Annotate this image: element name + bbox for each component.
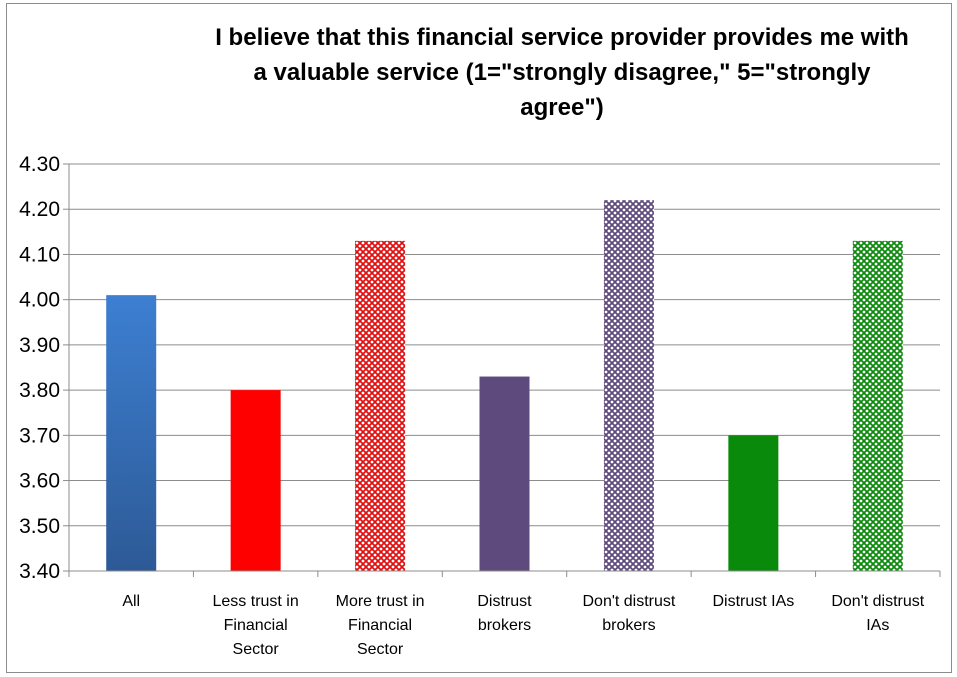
x-tick-label-line: Distrust IAs (712, 593, 794, 610)
x-tick-label-line: Financial (348, 617, 412, 634)
x-tick-label-line: brokers (478, 617, 531, 634)
bar (479, 376, 530, 571)
bar (230, 390, 281, 571)
x-tick-label-line: Sector (357, 641, 404, 658)
bar (355, 240, 406, 571)
x-tick-label-line: All (122, 593, 140, 610)
y-tick-label: 3.40 (19, 560, 60, 583)
x-tick-label: More trust in Financial Sector (336, 593, 425, 658)
x-tick-label-line: Distrust (477, 593, 532, 610)
x-tick-label-line: More trust in (336, 593, 425, 610)
bar (852, 240, 903, 571)
x-tick-label: All (122, 593, 140, 610)
x-tick-label: Less trust in Financial Sector (213, 593, 299, 658)
x-tick-label-line: Don't distrust (582, 593, 675, 610)
y-tick-label: 4.20 (19, 198, 60, 221)
x-tick-label: Distrust brokers (477, 593, 532, 634)
x-tick-label-line: IAs (866, 617, 889, 634)
y-tick-label: 3.60 (19, 470, 60, 493)
bars (106, 200, 903, 571)
y-tick-label: 4.10 (19, 243, 60, 266)
y-tick-label: 3.70 (19, 424, 60, 447)
y-tick-label: 3.90 (19, 334, 60, 357)
x-tick-label: Distrust IAs (712, 593, 794, 610)
x-tick-label-line: brokers (602, 617, 655, 634)
y-tick-label: 3.80 (19, 379, 60, 402)
x-tick-label: Don't distrust brokers (582, 593, 675, 634)
x-tick-label-line: Financial (224, 617, 288, 634)
bar (106, 295, 157, 571)
y-tick-label: 4.30 (19, 153, 60, 176)
bar (603, 200, 654, 571)
x-tick-label: Don't distrust IAs (831, 593, 924, 634)
chart-title: I believe that this financial service pr… (215, 24, 909, 121)
x-tick-label-line: Sector (233, 641, 280, 658)
y-tick-label: 4.00 (19, 289, 60, 312)
y-tick-label: 3.50 (19, 515, 60, 538)
chart-frame: I believe that this financial service pr… (6, 3, 952, 673)
y-axis: 3.40 3.50 3.60 3.70 3.80 3.90 4.00 4.10 4.20 4.30 (19, 153, 70, 583)
x-tick-label-line: Less trust in (213, 593, 299, 610)
x-tick-label-line: Don't distrust (831, 593, 924, 610)
bar (728, 435, 779, 571)
